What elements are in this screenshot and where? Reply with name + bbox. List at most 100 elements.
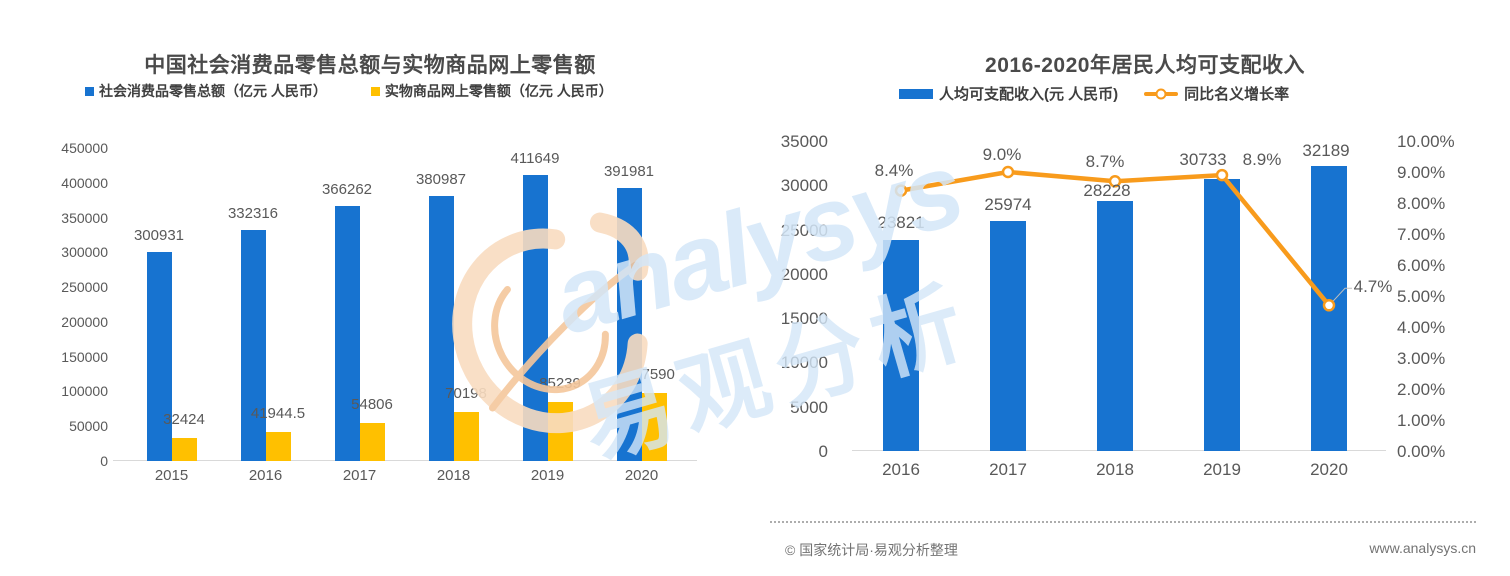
bar-value-label: 97590 xyxy=(633,366,675,384)
x-axis-category-label: 2016 xyxy=(882,460,920,479)
y-axis-right-tick-label: 10.00% xyxy=(1397,132,1455,151)
bar-online-retail-2017 xyxy=(359,422,385,461)
bar-value-label: 28228 xyxy=(1083,180,1131,200)
y-axis-tick-label: 200000 xyxy=(61,313,108,330)
blue-bar-swatch-icon xyxy=(899,88,933,99)
y-axis-left-tick-label: 35000 xyxy=(780,132,828,151)
x-axis-category-label: 2019 xyxy=(1203,460,1241,479)
bar-income-2016 xyxy=(883,240,919,451)
y-axis-tick-label: 350000 xyxy=(61,209,108,226)
line-marker xyxy=(1001,165,1015,179)
legend-item-income: 人均可支配收入(元 人民币) xyxy=(899,83,1118,104)
bar-value-label: 32424 xyxy=(163,411,205,429)
bar-value-label: 411649 xyxy=(510,149,560,167)
bar-value-label: 25974 xyxy=(984,194,1032,214)
y-axis-tick-label: 400000 xyxy=(61,174,108,191)
bar-retail-total-2015 xyxy=(146,251,172,461)
y-axis-left-tick-label: 15000 xyxy=(780,309,828,329)
blue-square-swatch-icon xyxy=(85,86,94,96)
bar-online-retail-2019 xyxy=(547,401,573,461)
left-chart-legend: 社会消费品零售总额（亿元 人民币） 实物商品网上零售额（亿元 人民币） xyxy=(85,81,613,101)
bar-value-label: 300931 xyxy=(133,226,185,244)
y-axis-left-tick-label: 30000 xyxy=(780,176,828,196)
line-point-label: 8.7% xyxy=(1085,152,1125,172)
footer-website-link[interactable]: www.analysys.cn xyxy=(1369,540,1476,556)
x-axis-category-label: 2017 xyxy=(342,467,377,484)
line-point-label: 4.7% xyxy=(1353,277,1393,297)
bar-value-label: 30733 xyxy=(1179,149,1227,169)
bar-value-label: 380987 xyxy=(415,171,467,188)
legend-label: 社会消费品零售总额（亿元 人民币） xyxy=(99,83,327,99)
line-marker xyxy=(894,184,908,197)
bar-value-label: 332316 xyxy=(227,204,279,222)
bar-online-retail-2015 xyxy=(171,438,197,461)
y-axis-right-tick-label: 7.00% xyxy=(1397,225,1446,244)
left-chart-title: 中国社会消费品零售总额与实物商品网上零售额 xyxy=(144,54,596,78)
y-axis-left-tick-label: 25000 xyxy=(780,220,828,240)
y-axis-tick-label: 150000 xyxy=(61,348,108,365)
legend-item-retail-total: 社会消费品零售总额（亿元 人民币） xyxy=(85,81,327,101)
bar-value-label: 23821 xyxy=(877,213,925,232)
x-axis-category-label: 2016 xyxy=(248,467,283,484)
y-axis-right-tick-label: 4.00% xyxy=(1397,318,1446,337)
y-axis-tick-label: 0 xyxy=(100,453,108,469)
bar-value-label: 32189 xyxy=(1302,140,1350,160)
orange-line-marker-swatch-icon xyxy=(1144,91,1179,96)
y-axis-right-tick-label: 1.00% xyxy=(1397,411,1446,430)
y-axis-tick-label: 300000 xyxy=(61,244,108,261)
x-axis-category-label: 2017 xyxy=(989,460,1027,479)
y-axis-tick-label: 450000 xyxy=(61,140,108,156)
y-axis-right-tick-label: 8.00% xyxy=(1397,194,1446,213)
legend-label: 实物商品网上零售额（亿元 人民币） xyxy=(384,83,613,99)
y-axis-left-tick-label: 0 xyxy=(818,442,828,461)
right-chart-legend: 人均可支配收入(元 人民币) 同比名义增长率 xyxy=(899,83,1289,104)
right-chart-title: 2016-2020年居民人均可支配收入 xyxy=(985,54,1305,78)
y-axis-right-tick-label: 0.00% xyxy=(1397,442,1446,461)
footer-source: © 国家统计局·易观分析整理 xyxy=(785,542,958,558)
legend-item-online-retail: 实物商品网上零售额（亿元 人民币） xyxy=(370,81,613,101)
yellow-square-swatch-icon xyxy=(370,86,380,96)
x-axis-category-label: 2020 xyxy=(624,467,659,484)
y-axis-left-tick-label: 5000 xyxy=(790,397,828,417)
y-axis-tick-label: 250000 xyxy=(61,279,108,296)
bar-retail-total-2016 xyxy=(240,229,266,461)
x-axis-category-label: 2020 xyxy=(1310,460,1348,479)
bar-income-2018 xyxy=(1097,200,1133,451)
x-axis-category-label: 2019 xyxy=(530,467,565,484)
legend-label: 人均可支配收入(元 人民币) xyxy=(939,86,1119,103)
y-axis-left-tick-label: 10000 xyxy=(780,353,828,373)
bar-value-label: 54806 xyxy=(351,395,393,413)
line-point-label: 9.0% xyxy=(982,145,1022,164)
y-axis-right-tick-label: 5.00% xyxy=(1397,287,1446,306)
y-axis-right-tick-label: 9.00% xyxy=(1397,163,1446,182)
line-point-label: 8.9% xyxy=(1242,150,1282,170)
y-axis-tick-label: 50000 xyxy=(69,418,108,435)
legend-item-growth-rate: 同比名义增长率 xyxy=(1144,83,1289,104)
x-axis-category-label: 2018 xyxy=(436,467,471,484)
y-axis-right-tick-label: 6.00% xyxy=(1397,256,1446,275)
bar-income-2019 xyxy=(1204,178,1240,451)
bar-retail-total-2020 xyxy=(616,188,642,461)
x-axis-category-label: 2015 xyxy=(154,467,189,484)
bar-online-retail-2020 xyxy=(641,393,667,461)
legend-label: 同比名义增长率 xyxy=(1184,86,1290,103)
x-axis-line xyxy=(113,460,697,461)
bar-income-2020 xyxy=(1311,165,1347,451)
line-point-label: 8.4% xyxy=(874,160,914,180)
bar-retail-total-2017 xyxy=(334,206,360,461)
bar-online-retail-2018 xyxy=(453,412,479,461)
bar-online-retail-2016 xyxy=(265,431,291,461)
bar-value-label: 391981 xyxy=(603,163,655,181)
bar-income-2017 xyxy=(990,220,1026,451)
y-axis-right-tick-label: 2.00% xyxy=(1397,380,1446,399)
x-axis-category-label: 2018 xyxy=(1096,460,1134,479)
bar-value-label: 366262 xyxy=(321,181,373,199)
bar-value-label: 41944.5 xyxy=(250,404,306,422)
y-axis-left-tick-label: 20000 xyxy=(780,264,828,284)
y-axis-tick-label: 100000 xyxy=(61,383,108,400)
bar-retail-total-2018 xyxy=(428,196,454,461)
y-axis-right-tick-label: 3.00% xyxy=(1397,349,1446,368)
